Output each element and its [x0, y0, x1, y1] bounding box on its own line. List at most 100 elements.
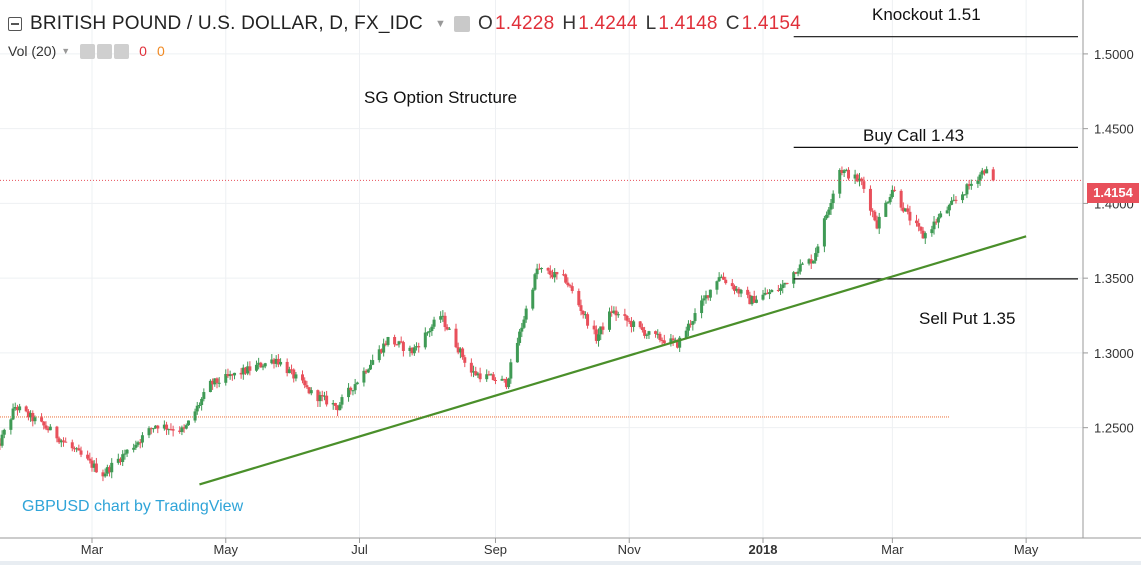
chevron-down-icon[interactable]: ▼ [61, 46, 71, 56]
candle-body [673, 339, 677, 341]
x-tick-label: Sep [484, 542, 507, 557]
candle-body [840, 169, 844, 174]
candle-body [535, 268, 539, 275]
candle-body [417, 346, 421, 348]
candle-body [857, 178, 861, 182]
candle-body [48, 426, 52, 431]
y-tick-label: 1.3500 [1094, 271, 1134, 286]
candle-body [842, 170, 846, 174]
candle-body [101, 472, 105, 477]
candle-body [612, 310, 616, 313]
open-label: O [478, 13, 494, 34]
candle-body [472, 371, 476, 373]
candle-body [13, 407, 17, 409]
candle-body [257, 362, 261, 365]
candle-body [136, 442, 140, 445]
candle-body [184, 425, 188, 429]
candle-body [384, 343, 388, 345]
candle-body [151, 428, 155, 430]
option-levels[interactable] [793, 36, 1078, 280]
candle-body [518, 331, 522, 343]
sell-put-label[interactable]: Sell Put 1.35 [919, 309, 1016, 328]
candle-body [77, 448, 81, 451]
candle-body [11, 408, 15, 420]
candle-body [478, 373, 482, 380]
candle-body [274, 358, 278, 364]
trendline-segment [199, 235, 1027, 486]
last-price-tag: 1.4154 [1087, 183, 1139, 203]
candle-body [658, 333, 662, 341]
candle-body [656, 333, 660, 335]
candle-body [202, 392, 206, 399]
candle-body [441, 315, 445, 317]
candle-body [932, 221, 936, 230]
chart-annotation[interactable]: SG Option Structure [364, 88, 518, 107]
candle-body [643, 330, 647, 336]
candle-body [458, 348, 462, 353]
candle-body [537, 268, 541, 270]
knockout-label[interactable]: Knockout 1.51 [872, 5, 981, 24]
eye-icon[interactable] [454, 16, 471, 32]
candle-body [364, 370, 368, 373]
low-value: 1.4148 [658, 13, 718, 34]
trendline[interactable] [199, 235, 1027, 486]
candle-body [18, 406, 22, 411]
candle-body [254, 364, 258, 371]
candle-body [752, 296, 756, 303]
candle-body [504, 379, 508, 388]
candle-body [474, 371, 478, 376]
close-icon[interactable] [114, 43, 130, 59]
candle-body [443, 315, 447, 328]
candle-body [316, 390, 320, 402]
candle-body [961, 194, 965, 201]
candle-body [228, 374, 232, 377]
candle-body [397, 341, 401, 345]
candle-body [15, 407, 19, 411]
candle-body [94, 463, 98, 473]
candle-body [524, 308, 528, 320]
candle-body [702, 298, 706, 301]
time-axis[interactable]: Mar May Jul Sep Nov 2018 Mar May [81, 538, 1039, 557]
candle-body [55, 426, 59, 439]
candle-body [149, 428, 153, 430]
candle-body [792, 272, 796, 284]
symbol-title[interactable]: BRITISH POUND / U.S. DOLLAR, D, FX_IDC [30, 13, 423, 34]
candle-body [132, 447, 136, 450]
candle-body [570, 286, 574, 291]
candle-body [399, 341, 403, 343]
buy-call-label[interactable]: Buy Call 1.43 [863, 126, 965, 145]
candle-body [735, 288, 739, 291]
candle-body [485, 374, 489, 380]
candle-body [200, 398, 204, 406]
candle-body [930, 229, 934, 234]
candle-body [770, 290, 774, 293]
candle-body [610, 311, 614, 313]
candle-body [105, 467, 109, 474]
candle-body [825, 214, 829, 219]
candle-body [706, 295, 710, 298]
candle-body [660, 340, 664, 342]
candle-body [763, 292, 767, 295]
bottom-scroll-strip[interactable] [0, 561, 1141, 565]
watermark[interactable]: GBPUSD chart by TradingView [22, 498, 244, 515]
collapse-icon[interactable] [8, 17, 22, 31]
candle-body [899, 190, 903, 208]
gear-icon[interactable] [97, 43, 113, 59]
candle-body [954, 199, 958, 201]
candlestick-series [0, 166, 995, 482]
volume-label[interactable]: Vol (20) [8, 43, 57, 59]
candle-body [669, 338, 673, 344]
candle-body [487, 374, 491, 376]
candle-body [61, 440, 65, 442]
candle-body [386, 337, 390, 345]
candle-body [548, 270, 552, 275]
candle-body [29, 412, 33, 418]
candle-body [945, 210, 949, 214]
chevron-down-icon[interactable]: ▼ [434, 18, 447, 30]
candle-body [969, 183, 973, 186]
eye-icon[interactable] [80, 43, 96, 59]
close-label: C [725, 13, 740, 34]
candle-body [980, 170, 984, 175]
candle-body [110, 462, 114, 473]
